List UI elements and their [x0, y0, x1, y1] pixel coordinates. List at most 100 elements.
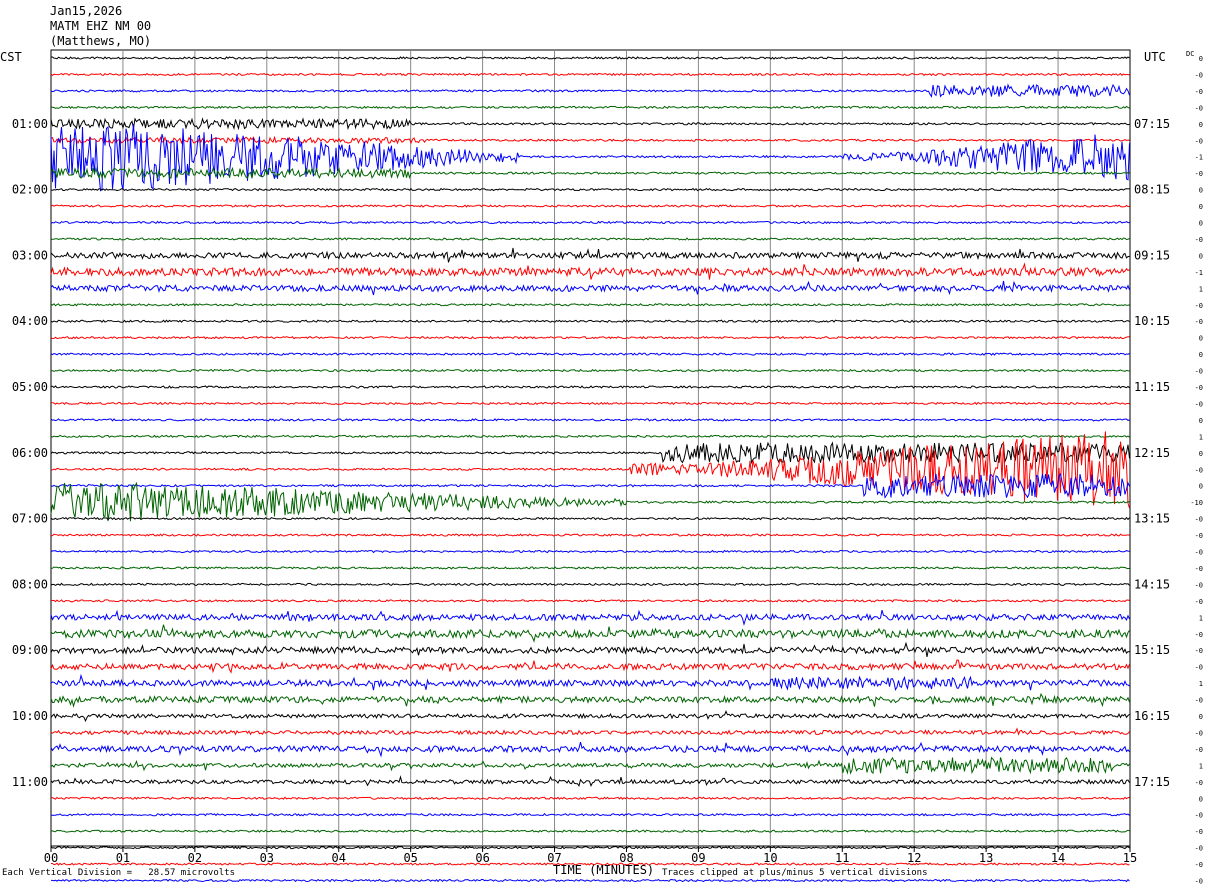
seismic-trace [50, 368, 1130, 373]
left-time-label: 10:00 [12, 709, 48, 723]
x-tick-label: 05 [403, 851, 417, 865]
dc-offset-label: -0 [1195, 878, 1203, 886]
dc-offset-label: 0 [1199, 795, 1203, 803]
dc-offset-label: 0 [1199, 55, 1203, 63]
left-time-label: 06:00 [12, 446, 48, 460]
dc-offset-label: -0 [1195, 565, 1203, 573]
seismic-trace [50, 83, 1130, 98]
header-date: Jan15,2026 [50, 4, 123, 18]
x-tick-label: 03 [260, 851, 274, 865]
left-time-label: 01:00 [12, 117, 48, 131]
dc-offset-label: -0 [1195, 845, 1203, 853]
right-time-label: 12:15 [1134, 446, 1170, 460]
seismic-trace [50, 796, 1130, 800]
x-axis-label: TIME (MINUTES) [553, 863, 655, 877]
dc-offset-label: -0 [1195, 137, 1203, 145]
seismic-trace [50, 303, 1130, 307]
header-location: (Matthews, MO) [50, 34, 152, 48]
dc-offset-label: 0 [1199, 220, 1203, 228]
x-tick-label: 12 [907, 851, 921, 865]
left-time-label: 05:00 [12, 380, 48, 394]
right-time-label: 16:15 [1134, 709, 1170, 723]
seismic-trace [50, 533, 1130, 537]
seismic-trace [50, 756, 1130, 775]
dc-offset-label: 0 [1199, 351, 1203, 359]
dc-offset-label: 1 [1199, 433, 1203, 441]
dc-offset-label: -0 [1195, 516, 1203, 524]
seismic-trace [50, 481, 1130, 522]
right-time-label: 11:15 [1134, 380, 1170, 394]
left-timezone-label: CST [0, 50, 22, 64]
seismic-trace [50, 673, 1130, 691]
dc-offset-label: -0 [1195, 812, 1203, 820]
seismic-trace [50, 829, 1130, 833]
dc-offset-label: -0 [1195, 318, 1203, 326]
seismic-trace [50, 220, 1130, 225]
seismic-trace [50, 472, 1130, 499]
dc-offset-label: -0 [1195, 664, 1203, 672]
dc-offset-label: -0 [1195, 466, 1203, 474]
x-tick-label: 11 [835, 851, 849, 865]
left-time-label: 11:00 [12, 775, 48, 789]
x-tick-label: 13 [979, 851, 993, 865]
seismic-trace [50, 641, 1130, 657]
seismic-trace [50, 582, 1130, 587]
dc-offset-label: -0 [1195, 647, 1203, 655]
seismic-trace [50, 659, 1130, 674]
x-tick-label: 08 [619, 851, 633, 865]
seismic-trace [50, 775, 1130, 787]
dc-offset-label: 0 [1199, 121, 1203, 129]
dc-offset-label: 1 [1199, 762, 1203, 770]
dc-offset-label: -10 [1190, 499, 1203, 507]
seismic-trace [50, 692, 1130, 708]
left-time-label: 03:00 [12, 248, 48, 262]
seismic-trace [50, 549, 1130, 554]
dc-offset-label: 0 [1199, 417, 1203, 425]
dc-offset-label: -0 [1195, 170, 1203, 178]
dc-offset-label: -0 [1195, 400, 1203, 408]
seismic-trace [50, 204, 1130, 208]
dc-offset-label: -0 [1195, 631, 1203, 639]
dc-offset-label: -0 [1195, 746, 1203, 754]
x-tick-label: 02 [188, 851, 202, 865]
dc-offset-label: -0 [1195, 532, 1203, 540]
seismic-trace [50, 280, 1130, 296]
left-time-label: 07:00 [12, 512, 48, 526]
seismic-trace [50, 566, 1130, 570]
dc-offset-label: 0 [1199, 187, 1203, 195]
seismic-trace [50, 710, 1130, 723]
plot-frame [50, 49, 1131, 847]
dc-offset-label: -0 [1195, 581, 1203, 589]
seismic-trace [50, 319, 1130, 323]
x-tick-label: 06 [475, 851, 489, 865]
dc-offset-label: 0 [1199, 252, 1203, 260]
x-tick-label: 14 [1051, 851, 1065, 865]
seismic-trace [50, 105, 1130, 110]
station-header: Jan15,2026 MATM EHZ NM 00 (Matthews, MO) [50, 4, 151, 49]
right-time-label: 07:15 [1134, 117, 1170, 131]
seismic-trace [50, 599, 1130, 603]
left-time-label: 08:00 [12, 577, 48, 591]
dc-offset-label: -0 [1195, 236, 1203, 244]
x-tick-label: 04 [332, 851, 346, 865]
seismic-trace [50, 117, 1130, 131]
right-time-label: 10:15 [1134, 314, 1170, 328]
x-tick-label: 07 [547, 851, 561, 865]
x-tick-label: 01 [116, 851, 130, 865]
dc-offset-label: 1 [1199, 614, 1203, 622]
seismic-trace [50, 609, 1130, 627]
seismic-trace [50, 418, 1130, 422]
left-time-label: 04:00 [12, 314, 48, 328]
seismic-trace [50, 237, 1130, 241]
seismic-trace [50, 727, 1130, 736]
dc-offset-label: -0 [1195, 71, 1203, 79]
dc-offset-label: -0 [1195, 302, 1203, 310]
seismic-trace [50, 441, 1130, 465]
dc-offset-label: -1 [1195, 154, 1203, 162]
dc-offset-label: -0 [1195, 861, 1203, 869]
dc-offset-label: 0 [1199, 483, 1203, 491]
seismic-trace [50, 741, 1130, 758]
dc-offset-label: 0 [1199, 450, 1203, 458]
x-tick-label: 00 [44, 851, 58, 865]
dc-offset-label: -0 [1195, 384, 1203, 392]
